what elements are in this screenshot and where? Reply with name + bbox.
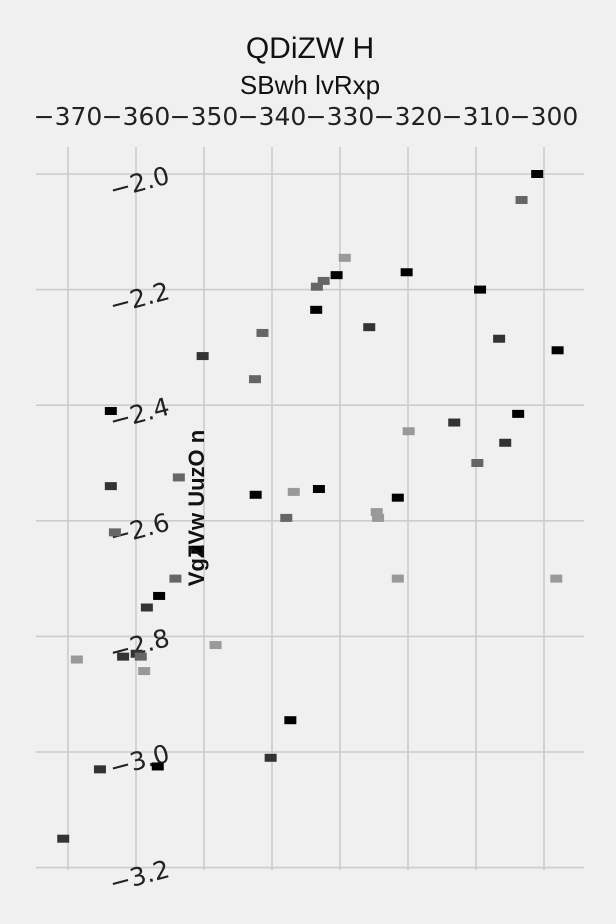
data-point [392,575,404,583]
data-point [210,641,222,649]
data-point [153,592,165,600]
data-point [401,268,413,276]
data-point [288,488,300,496]
x-tick-label: −340 [238,102,307,131]
x-tick-label: −360 [102,102,171,131]
data-point [311,283,323,291]
x-tick-label: −330 [306,102,375,131]
data-point [109,528,121,536]
data-point [197,352,209,360]
x-tick-label: −300 [510,102,579,131]
y-axis-label: VgZVw UuzO n [184,430,209,586]
x-tick-label: −310 [442,102,511,131]
data-point [105,407,117,415]
chart-title: QDiZW H [246,32,374,65]
x-tick-label: −350 [170,102,239,131]
data-point [94,765,106,773]
data-point [280,514,292,522]
data-point [363,323,375,331]
x-tick-label: −320 [374,102,443,131]
data-point [71,656,83,664]
data-point [138,667,150,675]
data-point [256,329,268,337]
x-tick-label: −370 [34,102,103,131]
data-point [448,419,460,427]
data-point [117,653,129,661]
data-point [265,754,277,762]
data-point [392,494,404,502]
data-point [471,459,483,467]
data-point [512,410,524,418]
data-point [493,335,505,343]
chart-subtitle: SBwh lvRxp [240,70,380,100]
data-point [550,575,562,583]
data-point [250,491,262,499]
x-tick-labels: −370 −360 −350 −340 −330 −320 −310 −300 [34,102,579,131]
data-point [141,604,153,612]
data-point [169,575,181,583]
data-point [516,196,528,204]
data-point [552,346,564,354]
data-point [331,271,343,279]
data-point [531,170,543,178]
data-point [152,762,164,770]
data-point [310,306,322,314]
data-point [57,835,69,843]
data-point [499,439,511,447]
data-point [249,375,261,383]
data-point [313,485,325,493]
data-point [372,514,384,522]
data-point [105,482,117,490]
data-point [403,427,415,435]
data-point [339,254,351,262]
data-point [474,286,486,294]
data-point [135,653,147,661]
data-point [284,716,296,724]
